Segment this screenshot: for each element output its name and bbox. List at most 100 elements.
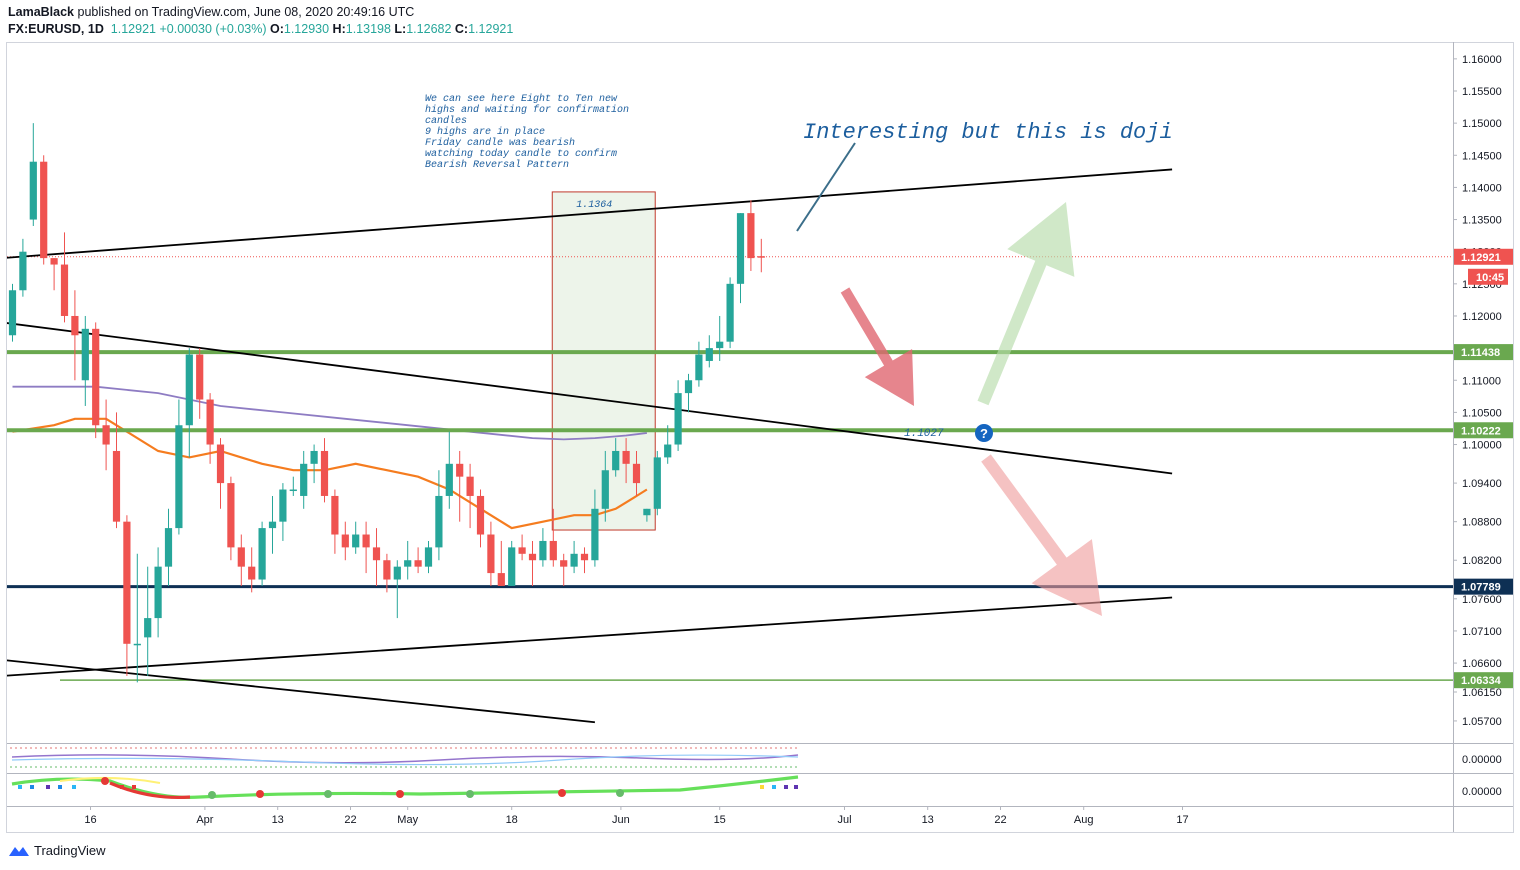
y-tick-label: 1.06600 (1462, 658, 1502, 670)
trendline[interactable] (2, 322, 1173, 475)
candle[interactable] (196, 354, 204, 400)
candle[interactable] (133, 643, 141, 646)
x-tick-label: 16 (84, 814, 96, 826)
candle[interactable] (8, 290, 17, 336)
price-change: +0.00030 (+0.03%) (159, 22, 267, 36)
trendline[interactable] (2, 659, 595, 724)
trendline[interactable] (2, 596, 1173, 677)
candle[interactable] (372, 547, 381, 561)
note-text-line: 9 highs are in place (425, 126, 545, 138)
candle[interactable] (487, 534, 495, 574)
candle[interactable] (310, 450, 318, 464)
candle[interactable] (414, 560, 422, 567)
candle[interactable] (102, 425, 110, 445)
candle[interactable] (466, 476, 474, 496)
candle[interactable] (695, 354, 703, 381)
y-tick-label: 1.13500 (1462, 215, 1502, 227)
candle[interactable] (580, 553, 589, 561)
osc2-histogram-bar (46, 785, 50, 789)
candle[interactable] (424, 547, 433, 567)
last-price: 1.12921 (110, 22, 156, 36)
candle[interactable] (60, 264, 69, 316)
candle[interactable] (237, 547, 245, 567)
candle[interactable] (705, 348, 713, 361)
candle[interactable] (684, 380, 693, 394)
y-tick-label: 1.12000 (1462, 311, 1502, 323)
bearish-target-arrow[interactable] (981, 454, 1102, 616)
candle[interactable] (508, 547, 516, 586)
candle[interactable] (528, 553, 537, 561)
x-tick-label: 18 (506, 814, 518, 826)
candle[interactable] (341, 534, 349, 548)
candle[interactable] (643, 508, 651, 516)
candle[interactable] (549, 540, 557, 561)
candle[interactable] (144, 618, 152, 638)
candle[interactable] (216, 444, 225, 484)
candle[interactable] (81, 328, 89, 381)
candle[interactable] (653, 457, 661, 509)
candle[interactable] (736, 213, 745, 284)
candle[interactable] (664, 444, 672, 458)
candle[interactable] (393, 566, 401, 580)
candle[interactable] (747, 213, 755, 259)
question-mark-icon[interactable] (975, 424, 993, 442)
candle[interactable] (622, 450, 630, 464)
candle[interactable] (50, 258, 58, 265)
candle[interactable] (29, 161, 37, 220)
candle[interactable] (612, 450, 620, 471)
candle[interactable] (258, 528, 266, 580)
candle[interactable] (497, 573, 505, 586)
candle[interactable] (268, 521, 277, 529)
candle[interactable] (570, 553, 578, 567)
author-name[interactable]: LamaBlack (8, 5, 75, 19)
candle[interactable] (123, 521, 131, 644)
candle[interactable] (206, 399, 214, 445)
bullish-arrow[interactable] (977, 202, 1075, 406)
trendline[interactable] (2, 168, 1173, 259)
footer-brand[interactable]: TradingView (8, 843, 106, 858)
candle[interactable] (456, 463, 464, 477)
candle[interactable] (279, 489, 287, 522)
candle[interactable] (352, 534, 360, 548)
candle[interactable] (591, 508, 599, 561)
candle[interactable] (40, 161, 48, 259)
level-tag (1454, 672, 1513, 689)
price-chart[interactable]: 1.16000 1.15500 1.15000 1.14500 1.14000 1.135… (0, 0, 1520, 840)
candle[interactable] (71, 315, 79, 336)
candle[interactable] (601, 470, 609, 509)
candle[interactable] (248, 566, 256, 580)
candle[interactable] (518, 547, 526, 554)
candle[interactable] (164, 528, 173, 567)
y-tick-label: 1.09400 (1462, 478, 1502, 490)
candle[interactable] (154, 566, 162, 619)
candle[interactable] (435, 495, 443, 548)
candle[interactable] (539, 540, 547, 561)
candle[interactable] (175, 425, 183, 529)
candle[interactable] (716, 341, 724, 349)
candle[interactable] (362, 534, 370, 548)
candle[interactable] (726, 283, 734, 342)
osc2-dot (101, 777, 109, 785)
candle[interactable] (185, 354, 193, 426)
ma-slow-line[interactable] (12, 385, 648, 441)
candle[interactable] (331, 495, 339, 535)
candle[interactable] (404, 560, 412, 567)
bearish-arrow[interactable] (840, 287, 914, 406)
candle[interactable] (757, 256, 765, 258)
candle[interactable] (92, 328, 100, 426)
candle[interactable] (674, 393, 682, 445)
candle[interactable] (289, 489, 297, 492)
candle[interactable] (560, 560, 568, 567)
candle[interactable] (300, 463, 308, 496)
osc2-dot (324, 790, 332, 798)
candle[interactable] (632, 463, 641, 484)
candle[interactable] (476, 495, 485, 535)
candle[interactable] (19, 251, 27, 291)
candle[interactable] (445, 463, 453, 496)
candle[interactable] (227, 483, 235, 548)
candle[interactable] (383, 560, 391, 580)
candle[interactable] (112, 450, 121, 522)
y-tick-label: 1.10500 (1462, 407, 1502, 419)
symbol-label[interactable]: FX:EURUSD, 1D (8, 22, 104, 36)
candle[interactable] (320, 450, 329, 496)
